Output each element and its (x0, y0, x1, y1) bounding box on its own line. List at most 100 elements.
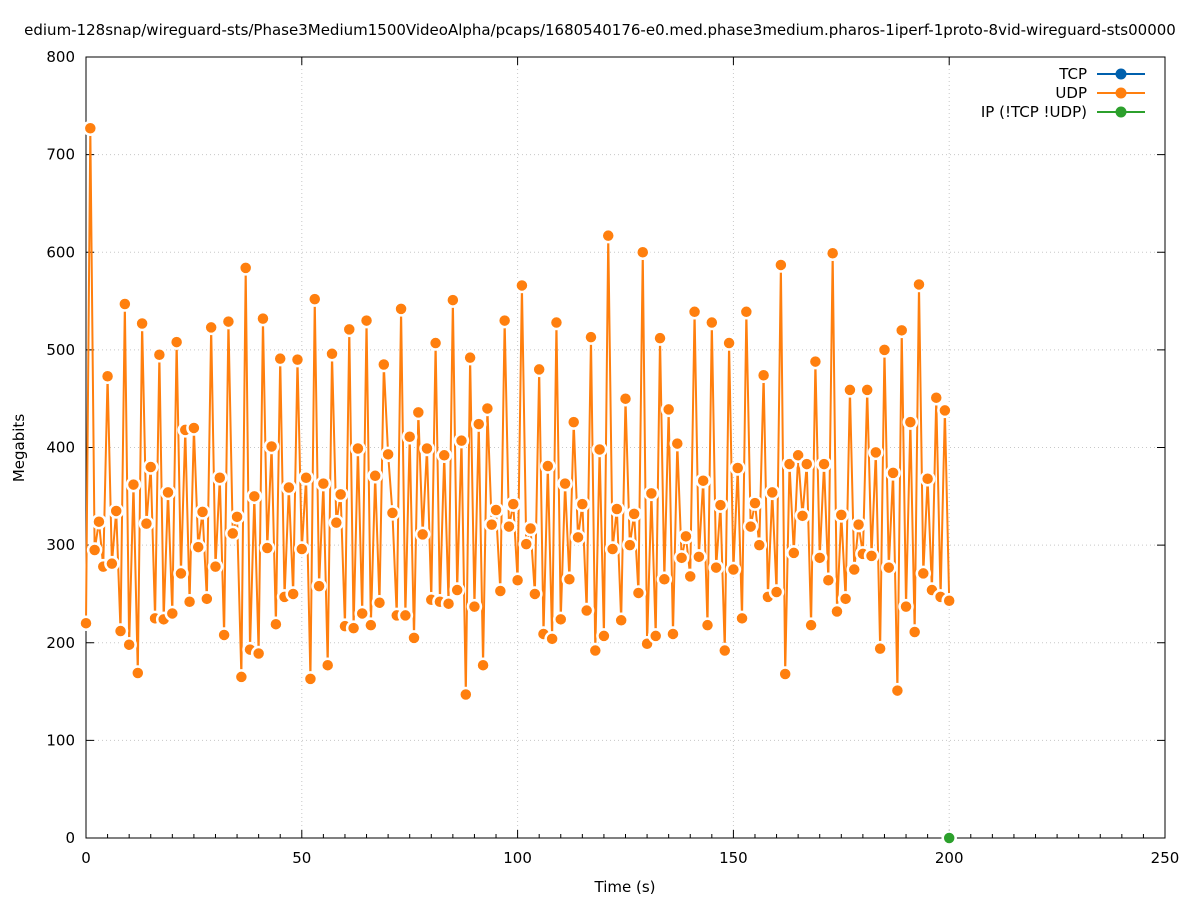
data-point (298, 470, 314, 486)
data-point (78, 615, 94, 631)
data-point (233, 669, 250, 685)
data-point (578, 602, 595, 619)
data-point (617, 390, 634, 407)
data-point (665, 626, 681, 642)
data-point (255, 310, 271, 327)
data-point (643, 485, 660, 502)
data-point (354, 605, 370, 622)
data-point (488, 502, 504, 518)
data-point (786, 545, 802, 561)
data-point (881, 559, 897, 576)
data-point (811, 550, 828, 566)
data-point (565, 414, 582, 430)
data-point (406, 630, 422, 646)
data-point (397, 607, 414, 624)
data-point (453, 432, 470, 449)
data-point (837, 591, 854, 607)
data-point (600, 227, 616, 244)
data-point (332, 486, 349, 503)
series-1 (78, 120, 957, 703)
data-point (755, 367, 772, 384)
data-point (285, 586, 301, 602)
data-point (863, 548, 880, 564)
data-point (458, 686, 474, 703)
data-point (803, 617, 819, 633)
chart-title: edium-128snap/wireguard-sts/Phase3Medium… (24, 21, 1176, 39)
data-point (294, 541, 310, 557)
y-tick-label: 600 (46, 243, 75, 261)
data-point (850, 516, 867, 533)
x-tick-label: 200 (935, 849, 964, 867)
y-tick-label: 500 (46, 341, 75, 359)
data-point (682, 568, 698, 585)
data-point (699, 617, 716, 633)
data-point (885, 465, 901, 481)
data-point (436, 447, 452, 464)
data-point (220, 313, 237, 330)
data-point (553, 611, 569, 628)
data-point (164, 605, 181, 622)
data-point (604, 541, 621, 557)
data-point (479, 400, 496, 417)
data-point (686, 304, 703, 320)
axis-ticks: 0 100 200 300 400 500 600 700 800 0 50 100 150 200 250 (46, 48, 1179, 867)
data-point (138, 515, 155, 532)
data-point (652, 330, 668, 346)
data-point (902, 414, 919, 430)
data-point (259, 540, 276, 556)
data-point (246, 488, 263, 505)
data-point (591, 441, 608, 458)
data-point (764, 484, 780, 501)
data-point (807, 353, 824, 370)
data-point (501, 518, 517, 535)
legend-marker (1115, 68, 1127, 80)
data-point (824, 245, 841, 261)
data-point (622, 537, 638, 553)
data-point (708, 559, 724, 576)
legend-marker (1115, 106, 1127, 118)
data-point (522, 520, 539, 537)
data-point (263, 438, 280, 455)
data-point (596, 628, 612, 644)
data-point (842, 382, 858, 398)
data-point (751, 537, 768, 553)
y-axis-label: Megabits (10, 414, 28, 482)
data-point (112, 623, 129, 639)
data-point (237, 260, 254, 276)
data-point (350, 440, 366, 457)
x-tick-label: 100 (503, 849, 532, 867)
series-2 (941, 830, 957, 846)
data-point (635, 244, 651, 260)
data-point (315, 475, 332, 492)
data-point (872, 640, 888, 657)
data-point (194, 504, 211, 520)
data-point (717, 642, 733, 659)
data-point (268, 616, 284, 632)
data-point (471, 416, 487, 432)
data-point (721, 335, 737, 351)
data-point (186, 420, 202, 436)
data-point (915, 565, 932, 582)
x-tick-label: 50 (292, 849, 311, 867)
data-point (371, 594, 388, 611)
data-point (691, 549, 707, 565)
data-point (928, 389, 945, 406)
data-point (427, 335, 444, 351)
data-point (384, 505, 401, 521)
data-point (829, 603, 845, 620)
data-point (734, 610, 750, 627)
data-point (630, 585, 647, 601)
data-point (462, 349, 478, 366)
data-point (168, 334, 185, 350)
data-point (483, 516, 500, 533)
data-point (160, 484, 176, 501)
data-point (475, 657, 491, 673)
data-point (91, 513, 107, 530)
data-point (492, 583, 509, 599)
data-point (678, 528, 694, 545)
data-point (768, 584, 785, 600)
data-point (410, 404, 427, 421)
data-point (207, 558, 224, 575)
data-point (587, 642, 604, 659)
